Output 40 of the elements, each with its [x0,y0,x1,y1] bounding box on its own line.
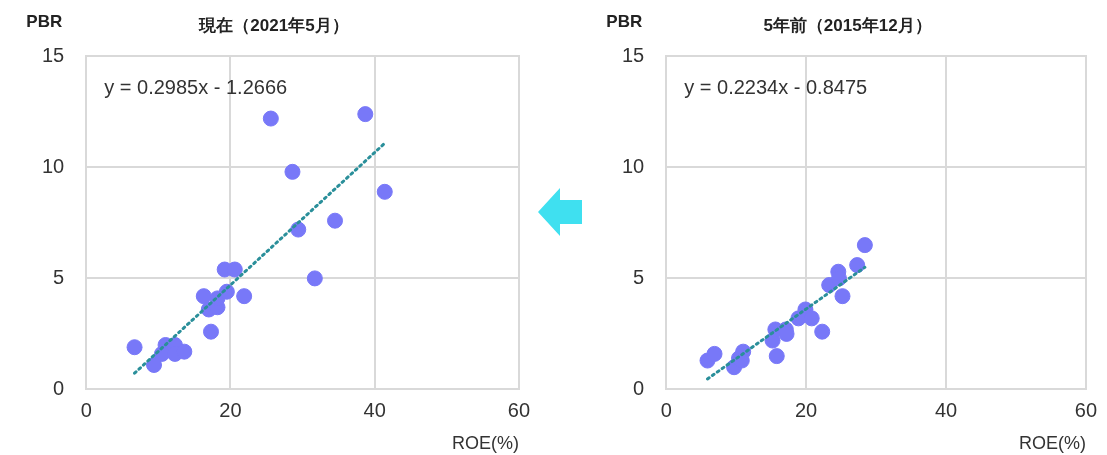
x-tick-label: 60 [1074,398,1097,421]
point [236,288,253,305]
point [768,348,785,365]
y-tick-label: 15 [622,43,645,66]
point [126,339,143,356]
x-tick-label: 20 [795,398,818,421]
x-tick-label: 40 [934,398,958,421]
point [814,323,831,340]
x-tick-label: 60 [507,398,530,421]
point [856,237,873,254]
y-tick-label: 0 [53,376,65,399]
y-tick-label: 5 [633,265,645,288]
y-tick-label: 0 [633,376,645,399]
x-tick-label: 0 [660,398,672,421]
point [834,288,851,305]
point [803,310,820,327]
x-tick-label: 40 [363,398,386,421]
y-tick-label: 15 [42,43,65,66]
chart-title: 現在（2021年5月） [198,15,349,35]
y-tick-label: 5 [53,265,65,288]
x-tick-label: 0 [80,398,92,421]
x-axis-title: ROE(%) [451,433,519,454]
point [195,288,212,305]
annotation: y = 0.2985x - 1.2666 [104,75,288,98]
point [327,212,344,229]
x-axis-title: ROE(%) [1018,433,1086,454]
point [262,110,279,127]
point [706,345,723,362]
annotation: y = 0.2234x - 0.8475 [684,75,868,98]
y-axis-title: PBR [606,12,643,32]
chart-title: 5年前（2015年12月） [763,15,932,35]
y-axis-title: PBR [26,12,63,32]
point [306,270,323,287]
point [376,183,393,200]
point [357,106,374,123]
point [202,323,219,340]
y-tick-label: 10 [42,154,65,177]
point [284,163,301,180]
x-tick-label: 20 [219,398,242,421]
y-tick-label: 10 [622,154,645,177]
